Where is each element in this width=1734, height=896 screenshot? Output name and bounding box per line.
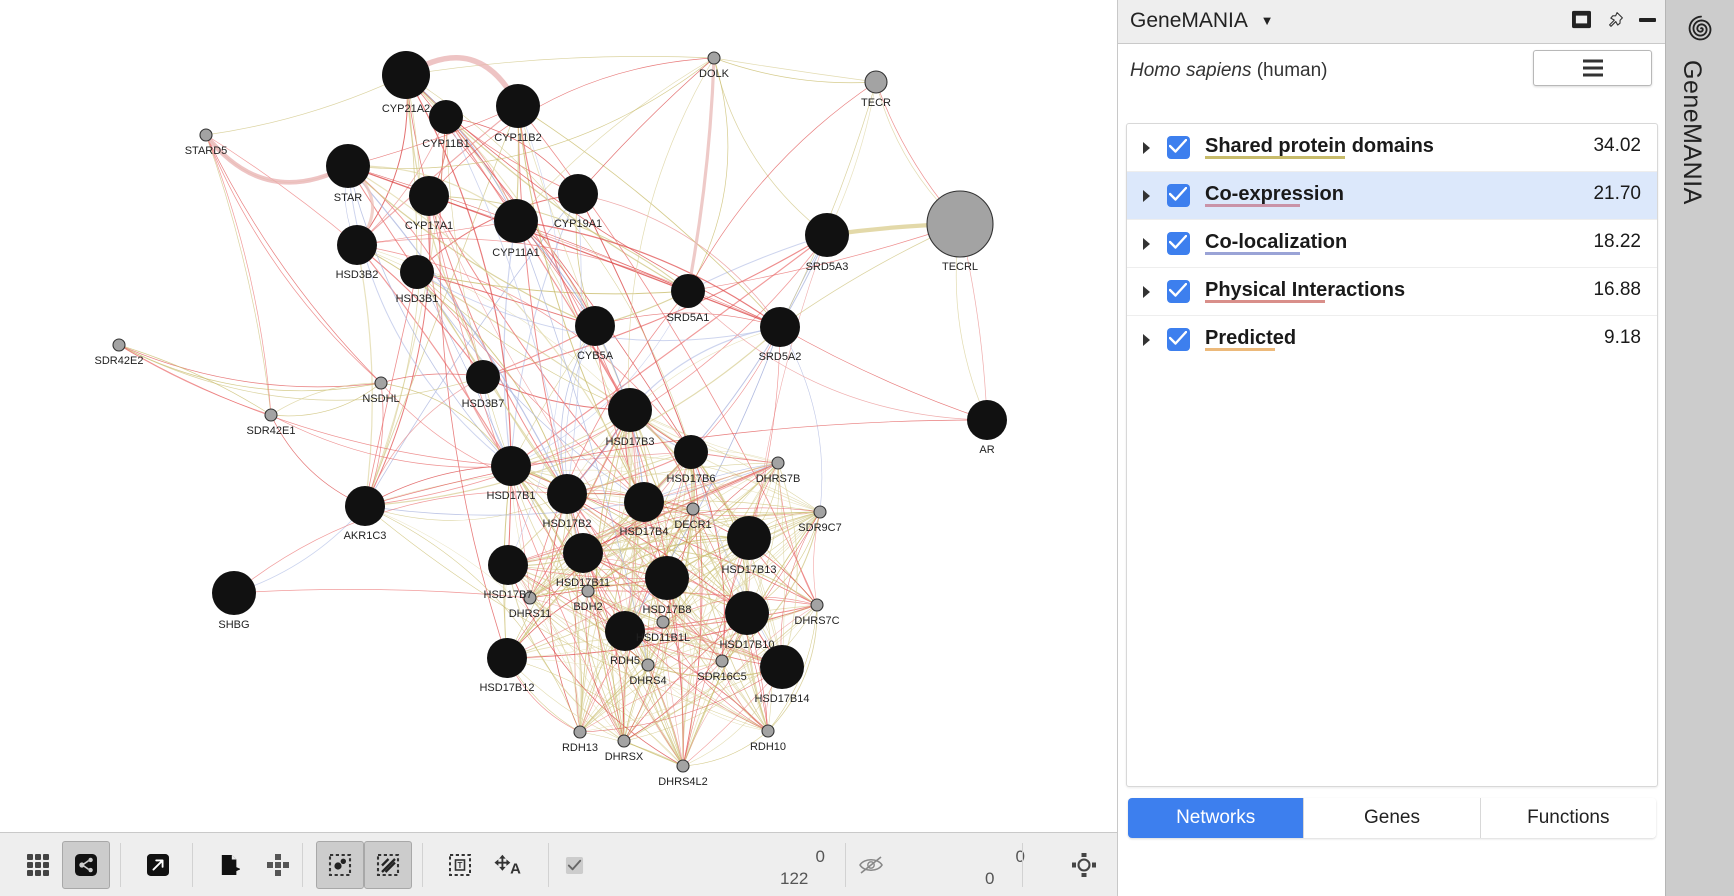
svg-text:HSD17B2: HSD17B2 [543, 518, 592, 530]
svg-text:HSD17B4: HSD17B4 [620, 526, 669, 538]
svg-text:SDR9C7: SDR9C7 [798, 522, 841, 534]
svg-text:HSD17B13: HSD17B13 [721, 564, 776, 576]
svg-text:HSD3B1: HSD3B1 [396, 293, 439, 305]
svg-text:STARD5: STARD5 [185, 145, 228, 157]
svg-text:DHRS7C: DHRS7C [794, 615, 839, 627]
svg-text:AKR1C3: AKR1C3 [344, 530, 387, 542]
svg-text:SRD5A1: SRD5A1 [667, 312, 710, 324]
svg-text:HSD17B1: HSD17B1 [487, 490, 536, 502]
svg-text:NSDHL: NSDHL [362, 393, 399, 405]
svg-text:DECR1: DECR1 [674, 519, 711, 531]
svg-text:RDH13: RDH13 [562, 742, 598, 754]
svg-text:HSD17B8: HSD17B8 [643, 604, 692, 616]
svg-text:CYP11B1: CYP11B1 [422, 138, 470, 150]
svg-text:SRD5A2: SRD5A2 [759, 351, 802, 363]
svg-text:T: T [458, 861, 463, 870]
svg-text:STAR: STAR [334, 192, 363, 204]
svg-text:SRD5A3: SRD5A3 [806, 261, 849, 273]
svg-text:TECR: TECR [861, 97, 891, 109]
svg-text:SDR42E1: SDR42E1 [247, 425, 296, 437]
svg-text:HSD17B7: HSD17B7 [484, 589, 533, 601]
svg-text:DOLK: DOLK [699, 68, 730, 80]
svg-text:RDH10: RDH10 [750, 741, 786, 753]
svg-text:HSD3B2: HSD3B2 [336, 269, 379, 281]
svg-text:DHRSX: DHRSX [605, 751, 644, 763]
svg-text:HSD17B6: HSD17B6 [667, 473, 716, 485]
svg-text:CYP11A1: CYP11A1 [492, 247, 540, 259]
svg-text:HSD17B14: HSD17B14 [754, 693, 809, 705]
svg-text:SDR42E2: SDR42E2 [95, 355, 144, 367]
svg-text:SHBG: SHBG [218, 619, 249, 631]
svg-text:HSD17B10: HSD17B10 [719, 639, 774, 651]
svg-text:DHRS4L2: DHRS4L2 [658, 776, 708, 788]
svg-text:CYP19A1: CYP19A1 [554, 218, 602, 230]
svg-text:CYB5A: CYB5A [577, 350, 614, 362]
svg-text:HSD17B12: HSD17B12 [479, 682, 534, 694]
svg-text:BDH2: BDH2 [573, 601, 602, 613]
svg-text:HSD3B7: HSD3B7 [462, 398, 505, 410]
svg-text:RDH5: RDH5 [610, 655, 640, 667]
svg-text:DHRS11: DHRS11 [509, 608, 552, 620]
svg-text:HSD17B3: HSD17B3 [606, 436, 655, 448]
svg-text:CYP11B2: CYP11B2 [494, 132, 542, 144]
svg-text:TECRL: TECRL [942, 261, 978, 273]
svg-text:HSD17B11: HSD17B11 [556, 577, 610, 589]
svg-text:DHRS4: DHRS4 [629, 675, 666, 687]
svg-text:CYP17A1: CYP17A1 [405, 220, 453, 232]
svg-text:A: A [510, 860, 521, 876]
svg-text:DHRS7B: DHRS7B [756, 473, 801, 485]
svg-text:AR: AR [979, 444, 994, 456]
svg-text:HSD11B1L: HSD11B1L [636, 632, 690, 644]
svg-text:SDR16C5: SDR16C5 [697, 671, 747, 683]
svg-text:CYP21A2: CYP21A2 [382, 103, 430, 115]
